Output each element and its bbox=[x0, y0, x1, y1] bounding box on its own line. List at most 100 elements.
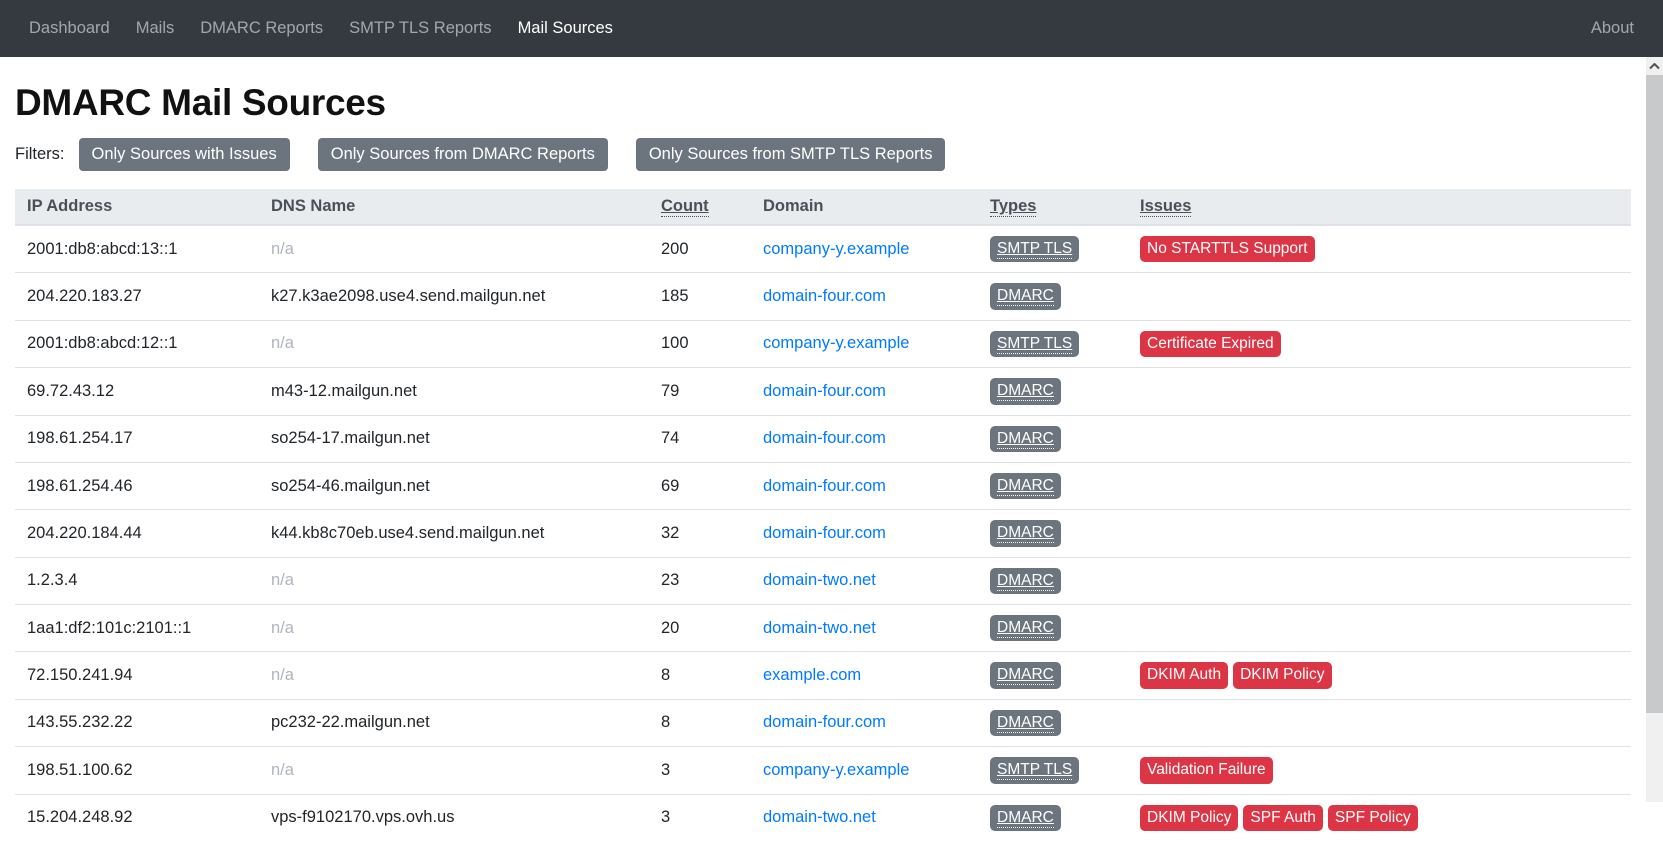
scrollbar-thumb[interactable] bbox=[1646, 75, 1663, 713]
column-header-types: Types bbox=[978, 189, 1128, 226]
issue-badge: Certificate Expired bbox=[1140, 330, 1281, 358]
chevron-up-icon bbox=[1649, 62, 1660, 69]
issue-badge: No STARTTLS Support bbox=[1140, 236, 1315, 263]
type-badge: DMARC bbox=[990, 520, 1061, 547]
domain-link[interactable]: domain-four.com bbox=[763, 713, 886, 732]
domain-link[interactable]: domain-two.net bbox=[763, 808, 876, 827]
domain-link[interactable]: example.com bbox=[763, 666, 862, 685]
filter-only-sources-with-issues-button[interactable]: Only Sources with Issues bbox=[78, 138, 290, 171]
type-badge-label: DMARC bbox=[997, 619, 1054, 638]
table-row: 204.220.184.44 k44.kb8c70eb.use4.send.mai… bbox=[15, 509, 1631, 558]
domain-link[interactable]: company-y.example bbox=[763, 334, 910, 353]
mail-sources-table: IP Address DNS Name Count Domain Types I… bbox=[15, 189, 1631, 841]
sort-count-link[interactable]: Count bbox=[661, 197, 709, 217]
table-row: 143.55.232.22 pc232-22.mailgun.net 8 domain… bbox=[15, 698, 1631, 747]
issues-cell: No STARTTLS Support bbox=[1128, 224, 1631, 273]
domain-link[interactable]: domain-four.com bbox=[763, 287, 886, 306]
column-header-ip-address: IP Address bbox=[15, 189, 259, 226]
nav-mail-sources[interactable]: Mail Sources bbox=[517, 19, 613, 37]
issues-cell bbox=[1128, 698, 1631, 747]
type-badge-label: DMARC bbox=[997, 808, 1054, 828]
table-row: 2001:db8:abcd:13::1 n/a 200 company-y.examp… bbox=[15, 224, 1631, 273]
ip-cell: 198.61.254.46 bbox=[15, 461, 259, 510]
type-badge-label: DMARC bbox=[997, 429, 1054, 449]
domain-link[interactable]: domain-four.com bbox=[763, 429, 886, 448]
domain-cell: domain-four.com bbox=[751, 461, 978, 510]
table-row: 1aa1:df2:101c:2101::1 n/a 20 domain-two.net… bbox=[15, 603, 1631, 652]
domain-link[interactable]: domain-four.com bbox=[763, 476, 886, 495]
type-badge-label: SMTP TLS bbox=[997, 240, 1073, 259]
domain-cell: company-y.example bbox=[751, 319, 978, 368]
issue-badge: DKIM Policy bbox=[1233, 662, 1332, 689]
count-cell: 3 bbox=[649, 746, 751, 794]
types-cell: SMTP TLS bbox=[978, 224, 1128, 273]
type-badge: DMARC bbox=[990, 425, 1061, 452]
domain-cell: domain-two.net bbox=[751, 603, 978, 652]
dns-cell: n/a bbox=[259, 224, 649, 273]
domain-link[interactable]: company-y.example bbox=[763, 760, 910, 779]
dns-cell: n/a bbox=[259, 556, 649, 605]
scroll-up-button[interactable] bbox=[1646, 57, 1663, 75]
count-cell: 20 bbox=[649, 603, 751, 652]
dns-cell: pc232-22.mailgun.net bbox=[259, 698, 649, 747]
count-cell: 69 bbox=[649, 461, 751, 510]
type-badge: DMARC bbox=[990, 615, 1061, 642]
sort-issues-link[interactable]: Issues bbox=[1140, 197, 1192, 217]
count-cell: 23 bbox=[649, 556, 751, 605]
filter-only-sources-from-smtp-tls-reports-button[interactable]: Only Sources from SMTP TLS Reports bbox=[635, 138, 946, 171]
count-cell: 32 bbox=[649, 509, 751, 558]
issues-cell bbox=[1128, 461, 1631, 510]
domain-cell: domain-two.net bbox=[751, 793, 978, 841]
column-header-issues: Issues bbox=[1128, 189, 1631, 226]
domain-cell: domain-four.com bbox=[751, 414, 978, 463]
table-row: 198.51.100.62 n/a 3 company-y.example SMTP T… bbox=[15, 746, 1631, 794]
type-badge: DMARC bbox=[990, 567, 1061, 594]
navbar-links: Dashboard Mails DMARC Reports SMTP TLS R… bbox=[16, 11, 626, 46]
nav-dmarc-reports[interactable]: DMARC Reports bbox=[200, 19, 324, 37]
dns-cell: n/a bbox=[259, 651, 649, 700]
nav-smtp-tls-reports[interactable]: SMTP TLS Reports bbox=[349, 19, 492, 37]
issue-badge: DKIM Auth bbox=[1140, 662, 1229, 689]
filters-label: Filters: bbox=[15, 145, 65, 163]
type-badge-label: DMARC bbox=[997, 713, 1054, 733]
type-badge-label: DMARC bbox=[997, 476, 1054, 496]
issue-badge: Validation Failure bbox=[1140, 757, 1273, 784]
filters-row: Filters: Only Sources with Issues Only S… bbox=[15, 138, 1631, 171]
nav-dashboard[interactable]: Dashboard bbox=[29, 19, 110, 37]
type-badge: DMARC bbox=[990, 804, 1061, 831]
scrollbar[interactable] bbox=[1646, 57, 1663, 802]
dns-cell: vps-f9102170.vps.ovh.us bbox=[259, 793, 649, 841]
type-badge: DMARC bbox=[990, 472, 1061, 500]
type-badge-label: DMARC bbox=[997, 571, 1054, 591]
domain-cell: domain-four.com bbox=[751, 698, 978, 747]
issues-cell bbox=[1128, 556, 1631, 605]
sort-types-link[interactable]: Types bbox=[990, 197, 1037, 217]
ip-cell: 198.51.100.62 bbox=[15, 746, 259, 794]
domain-link[interactable]: company-y.example bbox=[763, 239, 910, 258]
types-cell: DMARC bbox=[978, 793, 1128, 841]
domain-link[interactable]: domain-two.net bbox=[763, 571, 876, 590]
domain-link[interactable]: domain-four.com bbox=[763, 523, 886, 542]
table-row: 198.61.254.46 so254-46.mailgun.net 69 domai… bbox=[15, 461, 1631, 510]
dns-cell: m43-12.mailgun.net bbox=[259, 367, 649, 415]
nav-about[interactable]: About bbox=[1590, 19, 1634, 37]
issue-badge: DKIM Policy bbox=[1140, 804, 1239, 831]
types-cell: DMARC bbox=[978, 556, 1128, 605]
type-badge: DMARC bbox=[990, 283, 1061, 310]
ip-cell: 1.2.3.4 bbox=[15, 556, 259, 605]
count-cell: 3 bbox=[649, 793, 751, 841]
nav-mails[interactable]: Mails bbox=[135, 19, 175, 37]
types-cell: SMTP TLS bbox=[978, 746, 1128, 794]
table-row: 15.204.248.92 vps-f9102170.vps.ovh.us 3 dom… bbox=[15, 793, 1631, 841]
type-badge-label: DMARC bbox=[997, 524, 1054, 544]
ip-cell: 69.72.43.12 bbox=[15, 367, 259, 415]
domain-link[interactable]: domain-four.com bbox=[763, 381, 886, 400]
ip-cell: 1aa1:df2:101c:2101::1 bbox=[15, 603, 259, 652]
count-cell: 185 bbox=[649, 272, 751, 321]
type-badge-label: SMTP TLS bbox=[997, 761, 1073, 781]
domain-link[interactable]: domain-two.net bbox=[763, 618, 876, 637]
type-badge-label: DMARC bbox=[997, 287, 1054, 307]
dns-cell: n/a bbox=[259, 746, 649, 794]
types-cell: DMARC bbox=[978, 651, 1128, 700]
filter-only-sources-from-dmarc-reports-button[interactable]: Only Sources from DMARC Reports bbox=[317, 138, 608, 171]
